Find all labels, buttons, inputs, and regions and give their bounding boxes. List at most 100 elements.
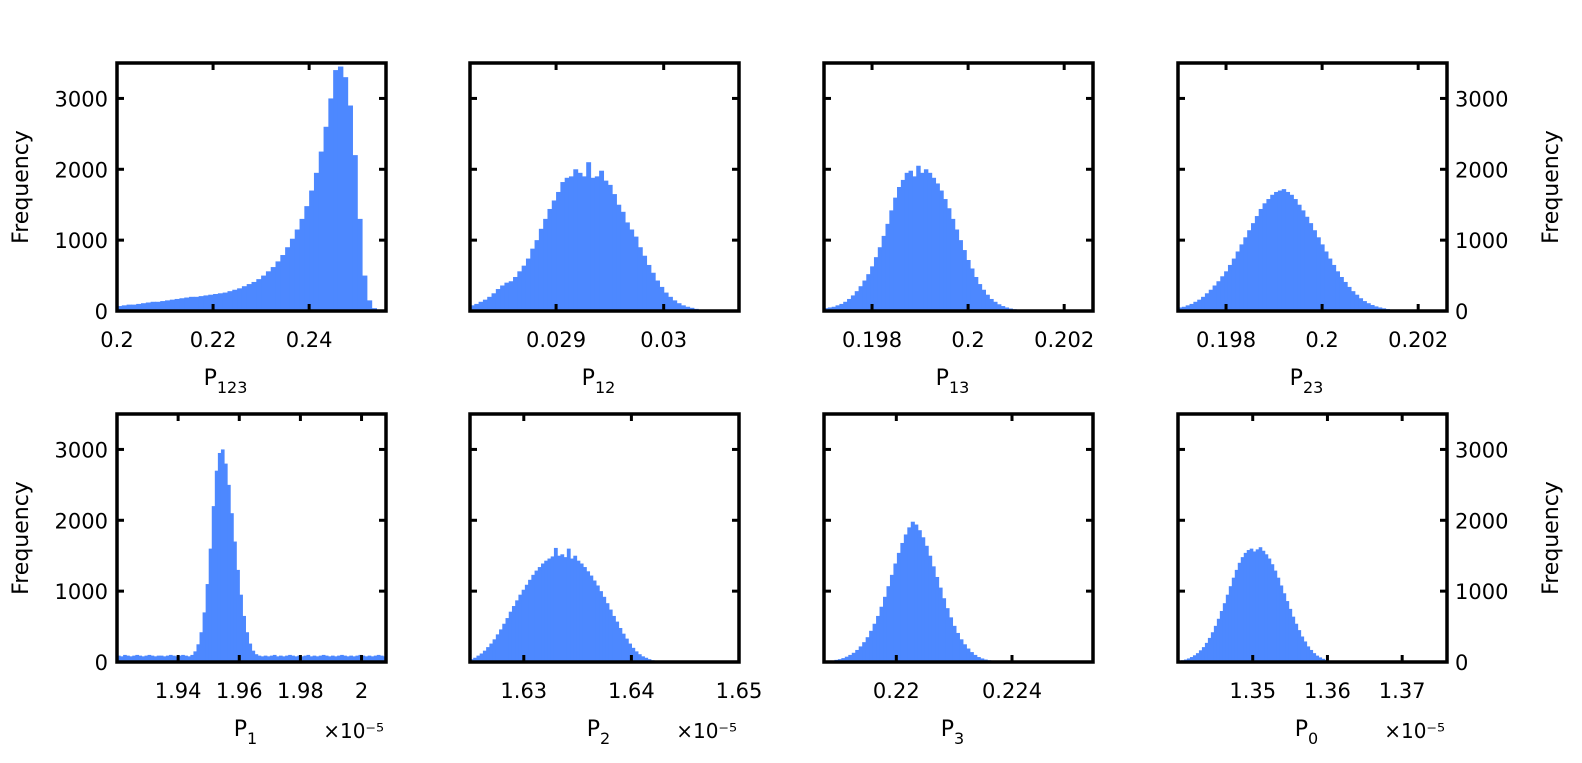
histogram-bar — [1276, 577, 1281, 662]
histogram-bar — [844, 656, 849, 662]
histogram-bar — [858, 646, 863, 662]
histogram-bar — [261, 275, 267, 311]
histogram-bar — [208, 294, 214, 311]
histogram-bar — [1235, 251, 1241, 311]
histogram-bar — [1316, 237, 1321, 311]
x-axis-label-main: P — [204, 366, 217, 391]
histogram-bar — [615, 621, 620, 662]
histogram-bar — [349, 655, 353, 662]
histogram-bar — [270, 267, 277, 311]
x-tick-label: 0.202 — [1388, 328, 1448, 352]
histogram-bar — [309, 190, 315, 311]
histogram-bar — [361, 275, 368, 311]
histogram-bar — [1282, 593, 1287, 662]
histogram-bar — [870, 266, 875, 311]
histogram-bar — [680, 305, 686, 311]
histogram-bar — [1324, 251, 1329, 311]
histogram-bar — [300, 656, 305, 662]
histogram-bar — [1285, 191, 1291, 311]
histogram-bar — [373, 655, 378, 662]
histogram-bar — [1258, 208, 1264, 311]
x-tick-label: 0.2 — [100, 328, 133, 352]
histogram-bar — [513, 276, 518, 311]
histogram-bars — [117, 66, 377, 312]
histogram-bar — [299, 218, 305, 311]
histogram-bar — [1251, 223, 1256, 311]
histogram-bar — [590, 177, 596, 311]
histogram-bar — [634, 651, 639, 662]
histogram-bar — [993, 301, 998, 311]
histogram-bar — [288, 654, 292, 662]
histogram-bar — [981, 289, 986, 311]
x-tick-label: 0.22 — [873, 679, 920, 703]
histogram-bars — [117, 449, 387, 662]
histogram-bar — [883, 596, 888, 662]
histogram-bar — [663, 292, 669, 311]
histogram-bar — [616, 204, 622, 311]
histogram-bar — [150, 301, 157, 311]
histogram-bar — [178, 655, 182, 662]
histogram-bar — [517, 271, 523, 311]
histogram-bar — [599, 170, 605, 311]
histogram-bar — [935, 576, 940, 662]
histogram-bar — [470, 305, 475, 311]
histogram-bar — [1285, 601, 1290, 662]
histogram-bar — [969, 652, 974, 662]
x-axis-label-main: P — [234, 717, 247, 742]
histogram-bar — [938, 587, 943, 662]
histogram-bar — [900, 542, 905, 662]
histogram-bar — [500, 285, 506, 311]
histogram-bar — [321, 654, 326, 662]
histogram-bar — [914, 524, 919, 662]
histogram-bar — [908, 170, 913, 311]
histogram-bar — [872, 623, 877, 662]
histogram-bar — [1204, 293, 1210, 311]
histogram-bar — [199, 632, 204, 662]
x-axis-label-subscript: 2 — [600, 729, 610, 748]
histogram-bar — [1288, 608, 1293, 662]
histogram-bar — [147, 654, 152, 662]
y-tick-label: 0 — [1455, 300, 1468, 324]
histogram-bar — [364, 656, 369, 662]
histogram-bar — [478, 301, 484, 311]
histogram-bar — [534, 570, 539, 662]
x-axis-label-subscript: 123 — [217, 378, 248, 397]
y-tick-label: 3000 — [1455, 87, 1508, 111]
histogram-bar — [667, 296, 673, 311]
histogram-bar — [1294, 623, 1299, 662]
x-tick-label: 0.03 — [640, 328, 687, 352]
histogram-bar — [352, 155, 358, 311]
histogram-bar — [560, 182, 566, 311]
histogram-bar — [1331, 264, 1337, 311]
histogram-bar — [985, 294, 990, 311]
histogram-bars — [824, 165, 1044, 311]
histogram-bar — [605, 603, 610, 662]
histogram-bar — [126, 304, 133, 311]
histogram-bar — [211, 506, 216, 662]
histogram-bar — [198, 296, 205, 311]
histogram-bar — [573, 169, 579, 311]
y-axis-label: Frequency — [9, 130, 34, 244]
histogram-bar — [1239, 244, 1244, 311]
histogram-bar — [328, 98, 334, 311]
histogram-bar — [502, 623, 507, 662]
histogram-bar — [193, 651, 198, 662]
histogram-bar — [1210, 632, 1215, 662]
histogram-bar — [187, 656, 191, 662]
histogram-bar — [1231, 258, 1237, 311]
histogram-bar — [165, 300, 171, 311]
x-tick-label: 0.24 — [286, 328, 333, 352]
histogram-bar — [376, 654, 381, 662]
y-axis-label: Frequency — [9, 481, 34, 595]
histogram-bar — [1377, 307, 1383, 311]
histogram-bar — [129, 656, 133, 662]
histogram-bar — [879, 606, 884, 662]
histogram-bar — [135, 654, 139, 662]
x-axis-label: P123 — [204, 366, 248, 397]
histogram-bar — [144, 655, 149, 662]
histogram-bar — [222, 292, 229, 311]
x-axis-label: P0 — [1295, 717, 1318, 748]
histogram-bar — [550, 556, 555, 662]
histogram-bar — [896, 552, 901, 662]
histogram-bar — [306, 654, 311, 662]
